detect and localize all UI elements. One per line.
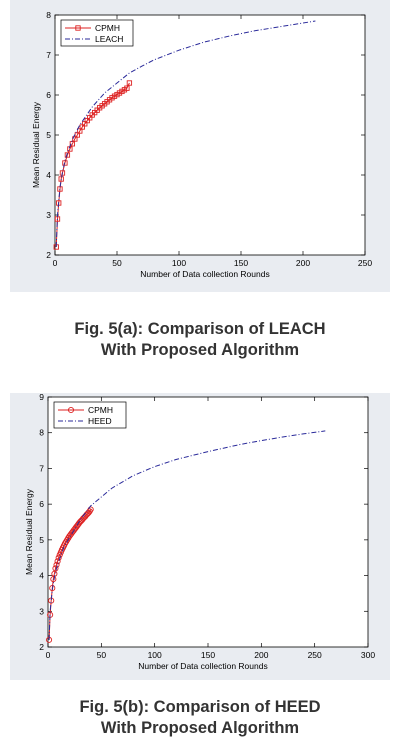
- y-tick-label: 4: [39, 571, 44, 581]
- x-tick-label: 50: [97, 650, 107, 660]
- figure-5a-caption: Fig. 5(a): Comparison of LEACH With Prop…: [0, 319, 400, 361]
- data-point: [52, 565, 59, 572]
- x-tick-label: 150: [234, 258, 248, 268]
- data-point: [49, 585, 56, 592]
- legend-box: [60, 19, 134, 47]
- legend-label: HEED: [88, 416, 112, 426]
- chart-5a: 0 50 100 150 200 250 2 3 4 5 6 7 8 Number of Data col…: [31, 10, 372, 279]
- x-tick-label: 200: [296, 258, 310, 268]
- y-tick-label: 7: [39, 463, 44, 473]
- x-tick-label: 0: [46, 650, 51, 660]
- y-tick-label: 9: [39, 393, 44, 402]
- legend-label: LEACH: [95, 34, 123, 44]
- x-axis-label: Number of Data collection Rounds: [138, 661, 267, 671]
- x-tick-label: 200: [254, 650, 268, 660]
- legend-label: CPMH: [88, 405, 113, 415]
- series-line-leach: [55, 20, 316, 248]
- caption-line-1: Fig. 5(a): Comparison of LEACH: [74, 320, 326, 338]
- y-tick-label: 4: [46, 170, 51, 180]
- figure-5b-caption: Fig. 5(b): Comparison of HEED With Propo…: [0, 697, 400, 739]
- y-axis-label: Mean Residual Energy: [31, 101, 41, 188]
- y-tick-label: 6: [46, 90, 51, 100]
- y-axis-label: Mean Residual Energy: [24, 488, 34, 575]
- legend-box: [53, 401, 127, 429]
- x-tick-label: 250: [308, 650, 322, 660]
- data-point: [64, 152, 71, 158]
- figure-5b-panel: 0 50 100 150 200 250 300 2 3 4 5 6 7 8 9 Number of Data…: [10, 393, 390, 680]
- x-tick-label: 50: [112, 258, 122, 268]
- x-tick-label: 300: [361, 650, 375, 660]
- plot-area: [47, 396, 369, 648]
- data-point: [54, 558, 61, 565]
- x-tick-label: 0: [53, 258, 58, 268]
- data-point: [58, 176, 64, 182]
- legend-marker: [67, 406, 75, 414]
- series-line-heed: [48, 430, 326, 640]
- figure-5a-panel: 0 50 100 150 200 250 2 3 4 5 6 7 8 Number of Data col…: [10, 0, 390, 292]
- y-tick-label: 8: [39, 428, 44, 438]
- y-tick-label: 2: [46, 250, 51, 260]
- data-point: [62, 160, 68, 166]
- y-tick-label: 5: [39, 535, 44, 545]
- y-tick-label: 5: [46, 130, 51, 140]
- data-point: [124, 85, 130, 91]
- legend-label: CPMH: [95, 23, 120, 33]
- y-tick-label: 3: [46, 210, 51, 220]
- x-axis-label: Number of Data collection Rounds: [140, 269, 269, 279]
- y-tick-label: 6: [39, 499, 44, 509]
- x-tick-label: 250: [358, 258, 372, 268]
- y-tick-label: 2: [39, 642, 44, 652]
- chart-5b: 0 50 100 150 200 250 300 2 3 4 5 6 7 8 9 Number of Data…: [24, 393, 375, 671]
- y-tick-label: 3: [39, 606, 44, 616]
- y-tick-label: 8: [46, 10, 51, 20]
- data-point: [87, 506, 94, 513]
- caption-line-1: Fig. 5(b): Comparison of HEED: [79, 698, 321, 716]
- plot-area: [54, 14, 366, 256]
- caption-line-2: With Proposed Algorithm: [100, 719, 300, 737]
- x-tick-label: 100: [172, 258, 186, 268]
- x-tick-label: 100: [148, 650, 162, 660]
- x-tick-label: 150: [201, 650, 215, 660]
- y-tick-label: 7: [46, 50, 51, 60]
- legend-marker: [75, 25, 81, 31]
- data-point: [126, 80, 133, 86]
- caption-line-2: With Proposed Algorithm: [100, 341, 300, 359]
